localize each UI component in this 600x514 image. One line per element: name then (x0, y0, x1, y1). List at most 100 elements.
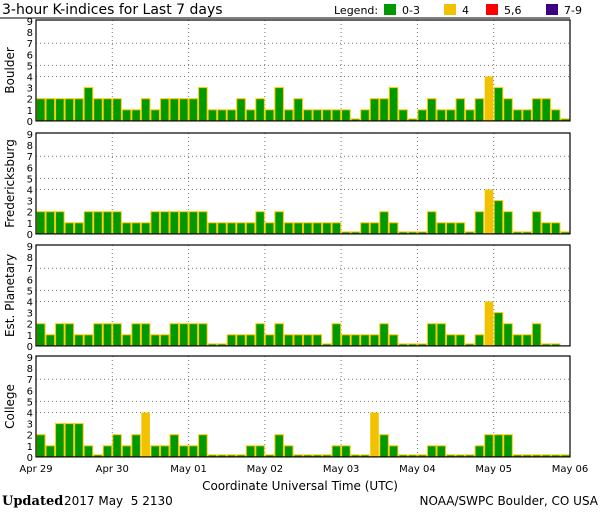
x-tick-label: Apr 29 (19, 464, 52, 475)
y-tick-label: 9 (27, 17, 33, 28)
bar: College: 1 (331, 445, 342, 458)
bar: College: 2 (131, 434, 141, 458)
bar: College: 1 (436, 445, 447, 458)
bar: College: 1 (45, 445, 56, 458)
bar: Fredericksburg: 2 (474, 211, 485, 235)
bar: Boulder: 1 (341, 109, 351, 122)
y-tick-label: 1 (27, 331, 33, 342)
y-tick-label: 6 (27, 50, 33, 61)
bar: College: 2 (112, 434, 122, 458)
bar: Boulder: 2 (169, 98, 180, 122)
bar: Boulder: 2 (255, 98, 265, 122)
bar: Fredericksburg: 1 (131, 222, 141, 235)
bar: Est. Planetary: 1 (150, 334, 160, 347)
panel-college: College: 2College: 1College: 3College: 3… (3, 353, 571, 464)
y-tick-label: 4 (27, 73, 33, 84)
bar: Fredericksburg: 1 (236, 222, 246, 235)
bar: Est. Planetary: 1 (369, 334, 380, 347)
y-tick-label: 5 (27, 397, 33, 408)
bar: Est. Planetary: 2 (331, 323, 342, 347)
bar: College: 1 (245, 445, 256, 458)
y-tick-label: 6 (27, 275, 33, 286)
bar: Boulder: 2 (188, 98, 199, 122)
bar: College: 2 (484, 434, 494, 458)
bar: Est. Planetary: 1 (83, 334, 94, 347)
bar: Boulder: 1 (226, 109, 237, 122)
bar: Est. Planetary: 2 (436, 323, 447, 347)
bar: Est. Planetary: 1 (455, 334, 466, 347)
bar: Fredericksburg: 2 (188, 211, 199, 235)
bar: Boulder: 1 (322, 109, 332, 122)
bar: Est. Planetary: 1 (264, 334, 275, 347)
station-label: College (3, 384, 17, 429)
y-tick-label: 8 (27, 253, 33, 264)
y-tick-label: 6 (27, 386, 33, 397)
y-tick-label: 0 (27, 342, 33, 353)
legend-swatch (486, 4, 498, 15)
y-tick-label: 1 (27, 442, 33, 453)
bar: Est. Planetary: 1 (245, 334, 256, 347)
bar: Est. Planetary: 2 (255, 323, 265, 347)
bar: Est. Planetary: 1 (360, 334, 370, 347)
bar: Est. Planetary: 2 (426, 323, 437, 347)
legend-entry: 4 (462, 4, 469, 17)
legend-entry: 5,6 (504, 4, 522, 17)
bar: Fredericksburg: 1 (264, 222, 275, 235)
y-tick-label: 9 (27, 130, 33, 141)
y-tick-label: 3 (27, 197, 33, 208)
bar: Est. Planetary: 2 (131, 323, 141, 347)
bar: Boulder: 2 (293, 98, 304, 122)
y-tick-label: 3 (27, 420, 33, 431)
bar: Fredericksburg: 1 (455, 222, 466, 235)
bar: Boulder: 2 (159, 98, 170, 122)
bar: Fredericksburg: 2 (379, 211, 389, 235)
y-tick-label: 4 (27, 298, 33, 309)
bar: Est. Planetary: 2 (531, 323, 542, 347)
bar: Boulder: 3 (493, 87, 504, 122)
bar: Fredericksburg: 2 (102, 211, 113, 235)
bar: Boulder: 2 (531, 98, 542, 122)
bar: Est. Planetary: 1 (388, 334, 399, 347)
bar: Boulder: 2 (179, 98, 189, 122)
bar: Boulder: 1 (217, 109, 227, 122)
x-tick-label: Apr 30 (96, 464, 129, 475)
legend-label: Legend: (334, 4, 378, 17)
bar: College: 1 (121, 445, 132, 458)
bar: Fredericksburg: 2 (169, 211, 180, 235)
bar: Est. Planetary: 2 (379, 323, 389, 347)
bar: Boulder: 2 (369, 98, 380, 122)
bar: Est. Planetary: 2 (64, 323, 75, 347)
bar: Fredericksburg: 1 (303, 222, 313, 235)
bar: Fredericksburg: 1 (541, 222, 551, 235)
bar: Boulder: 2 (541, 98, 551, 122)
bar: Fredericksburg: 2 (93, 211, 103, 235)
bar: Fredericksburg: 1 (207, 222, 218, 235)
bar: Est. Planetary: 2 (55, 323, 65, 347)
x-tick-label: May 01 (170, 464, 207, 475)
legend-entry: 7-9 (564, 4, 582, 17)
bar: College: 2 (379, 434, 389, 458)
y-tick-label: 8 (27, 141, 33, 152)
bar: Fredericksburg: 1 (446, 222, 456, 235)
bar: Boulder: 1 (446, 109, 456, 122)
bar: Boulder: 2 (503, 98, 513, 122)
bar: Boulder: 1 (131, 109, 141, 122)
plot-frame (35, 355, 571, 458)
bar: College: 1 (388, 445, 399, 458)
y-tick-label: 7 (27, 375, 33, 386)
bar: Boulder: 1 (522, 109, 532, 122)
bar: Est. Planetary: 2 (198, 323, 208, 347)
bar: Est. Planetary: 4 (484, 301, 494, 346)
bar: Est. Planetary: 3 (493, 312, 504, 347)
chart-title: 3-hour K-indices for Last 7 days (2, 2, 223, 18)
bar: Fredericksburg: 2 (150, 211, 160, 235)
plot-frame (35, 132, 571, 235)
legend: Legend: 0-3 4 5,6 7-9 (334, 4, 582, 17)
bar: Est. Planetary: 1 (121, 334, 132, 347)
bar: Fredericksburg: 1 (388, 222, 399, 235)
y-tick-label: 3 (27, 84, 33, 95)
bar: College: 1 (159, 445, 170, 458)
credit: NOAA/SWPC Boulder, CO USA (420, 494, 599, 508)
bar: College: 4 (370, 412, 379, 457)
bar: Fredericksburg: 2 (274, 211, 284, 235)
